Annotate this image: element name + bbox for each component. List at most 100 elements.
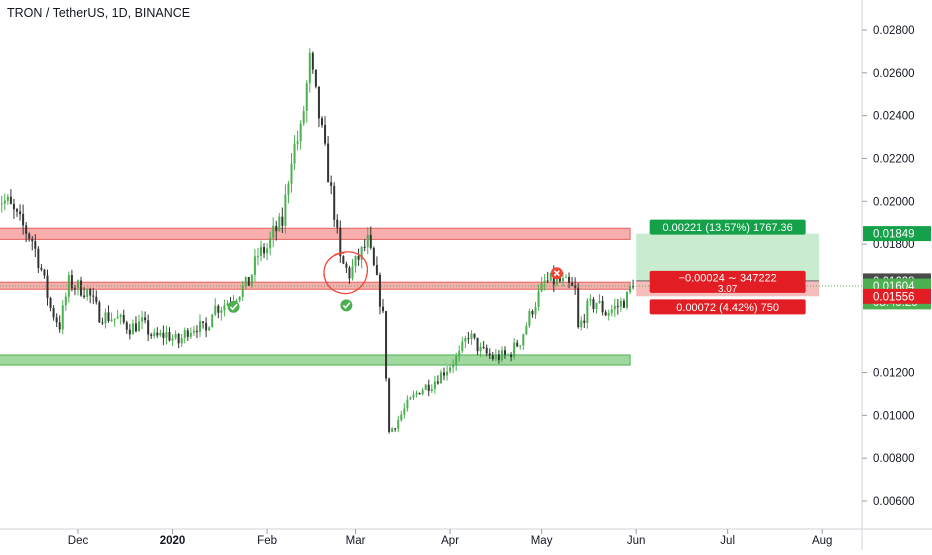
candle-body (281, 216, 284, 226)
candle-body (622, 300, 625, 308)
x-tick-label: Feb (257, 535, 277, 547)
y-tick-label: 0.02800 (873, 25, 915, 37)
resistance-zone-upper (0, 227, 631, 240)
candle-body (296, 141, 299, 144)
candle-body (0, 203, 3, 205)
zones-layer (0, 227, 631, 366)
candle-body (589, 299, 592, 301)
candle-body (455, 356, 458, 366)
candle-body (500, 350, 503, 361)
candle-body (394, 428, 397, 430)
candle-body (470, 333, 473, 339)
candle-body (119, 314, 122, 317)
candle-body (28, 233, 31, 239)
candle-body (290, 163, 293, 184)
candle-body (324, 125, 327, 144)
check-glyph (229, 303, 238, 311)
candle-body (598, 300, 601, 304)
candle-body (122, 314, 125, 323)
candle-body (418, 392, 421, 395)
candle-body (482, 346, 485, 348)
candle-body (58, 322, 61, 330)
candle-body (180, 337, 183, 344)
candle-body (339, 227, 342, 257)
stop-label: 0.00072 (4.42%) 750 (676, 302, 779, 314)
check-marker-icon (227, 300, 240, 313)
candle-body (308, 52, 311, 84)
x-tick-label: Apr (441, 535, 459, 547)
candle-body (98, 302, 101, 323)
candle-body (510, 354, 513, 357)
candle-body (577, 287, 580, 328)
candle-body (177, 333, 180, 344)
candle-body (9, 196, 12, 204)
candle-body (415, 392, 418, 395)
candle-body (284, 194, 287, 226)
candle-body (586, 300, 589, 323)
candle-body (217, 305, 220, 313)
stop-label-box (649, 299, 806, 315)
candle-body (49, 298, 52, 309)
candle-body (555, 276, 558, 285)
candle-body (565, 276, 567, 278)
x-tick-label: Jul (720, 535, 735, 547)
candle-body (263, 246, 266, 254)
candle-body (43, 269, 46, 276)
candle-body (95, 296, 98, 303)
candle-body (302, 110, 305, 124)
candle-body (513, 342, 516, 357)
open-pnl-label: −0.00024 ∼ 347222 (679, 272, 777, 284)
candle-body (128, 329, 131, 335)
time-axis[interactable]: Dec 2020 Feb Mar Apr May Jun Jul Aug (0, 528, 932, 547)
candle-body (443, 372, 445, 376)
candle-body (3, 200, 6, 204)
candle-body (92, 295, 95, 297)
candle-body (412, 394, 415, 398)
candle-body (208, 327, 211, 331)
candle-body (12, 203, 15, 210)
target-label-box (649, 219, 806, 235)
candle-body (632, 286, 635, 288)
candle-body (6, 196, 9, 201)
candle-body (519, 345, 522, 347)
candle-body (134, 323, 137, 332)
candle-body (330, 182, 333, 186)
candle-body (266, 248, 269, 254)
candle-body (574, 285, 577, 288)
candle-body (192, 330, 195, 333)
candle-body (382, 306, 384, 312)
candle-body (80, 280, 83, 296)
candle-body (397, 419, 400, 429)
candle-body (52, 308, 55, 318)
candle-body (70, 275, 73, 289)
candle-body (464, 338, 467, 342)
candle-body (31, 238, 34, 242)
candle-body (260, 246, 262, 256)
candle-body (317, 86, 320, 119)
candle-body (522, 334, 525, 346)
candle-body (67, 275, 70, 297)
x-tick-label: Mar (346, 535, 366, 547)
candle-body (101, 322, 104, 324)
candle-body (488, 353, 491, 356)
price-label-box (863, 226, 931, 242)
candle-body (327, 143, 330, 183)
candle-body (391, 428, 394, 432)
candle-body (378, 274, 381, 307)
risk-reward-label-box (649, 282, 806, 293)
candle-body (449, 367, 452, 372)
candle-body (141, 317, 144, 322)
cross-glyph (553, 270, 560, 277)
candle-body (125, 322, 128, 330)
candle-body (479, 346, 482, 352)
candle-body (55, 317, 58, 323)
candle-body (150, 334, 153, 337)
candle-body (110, 319, 113, 321)
price-axis[interactable]: 0.02800 0.02600 0.02400 0.02200 0.02000 0.018… (861, 0, 915, 550)
candle-body (360, 246, 363, 260)
candle-body (571, 282, 574, 286)
candle-body (583, 320, 586, 323)
candle-body (485, 347, 488, 354)
